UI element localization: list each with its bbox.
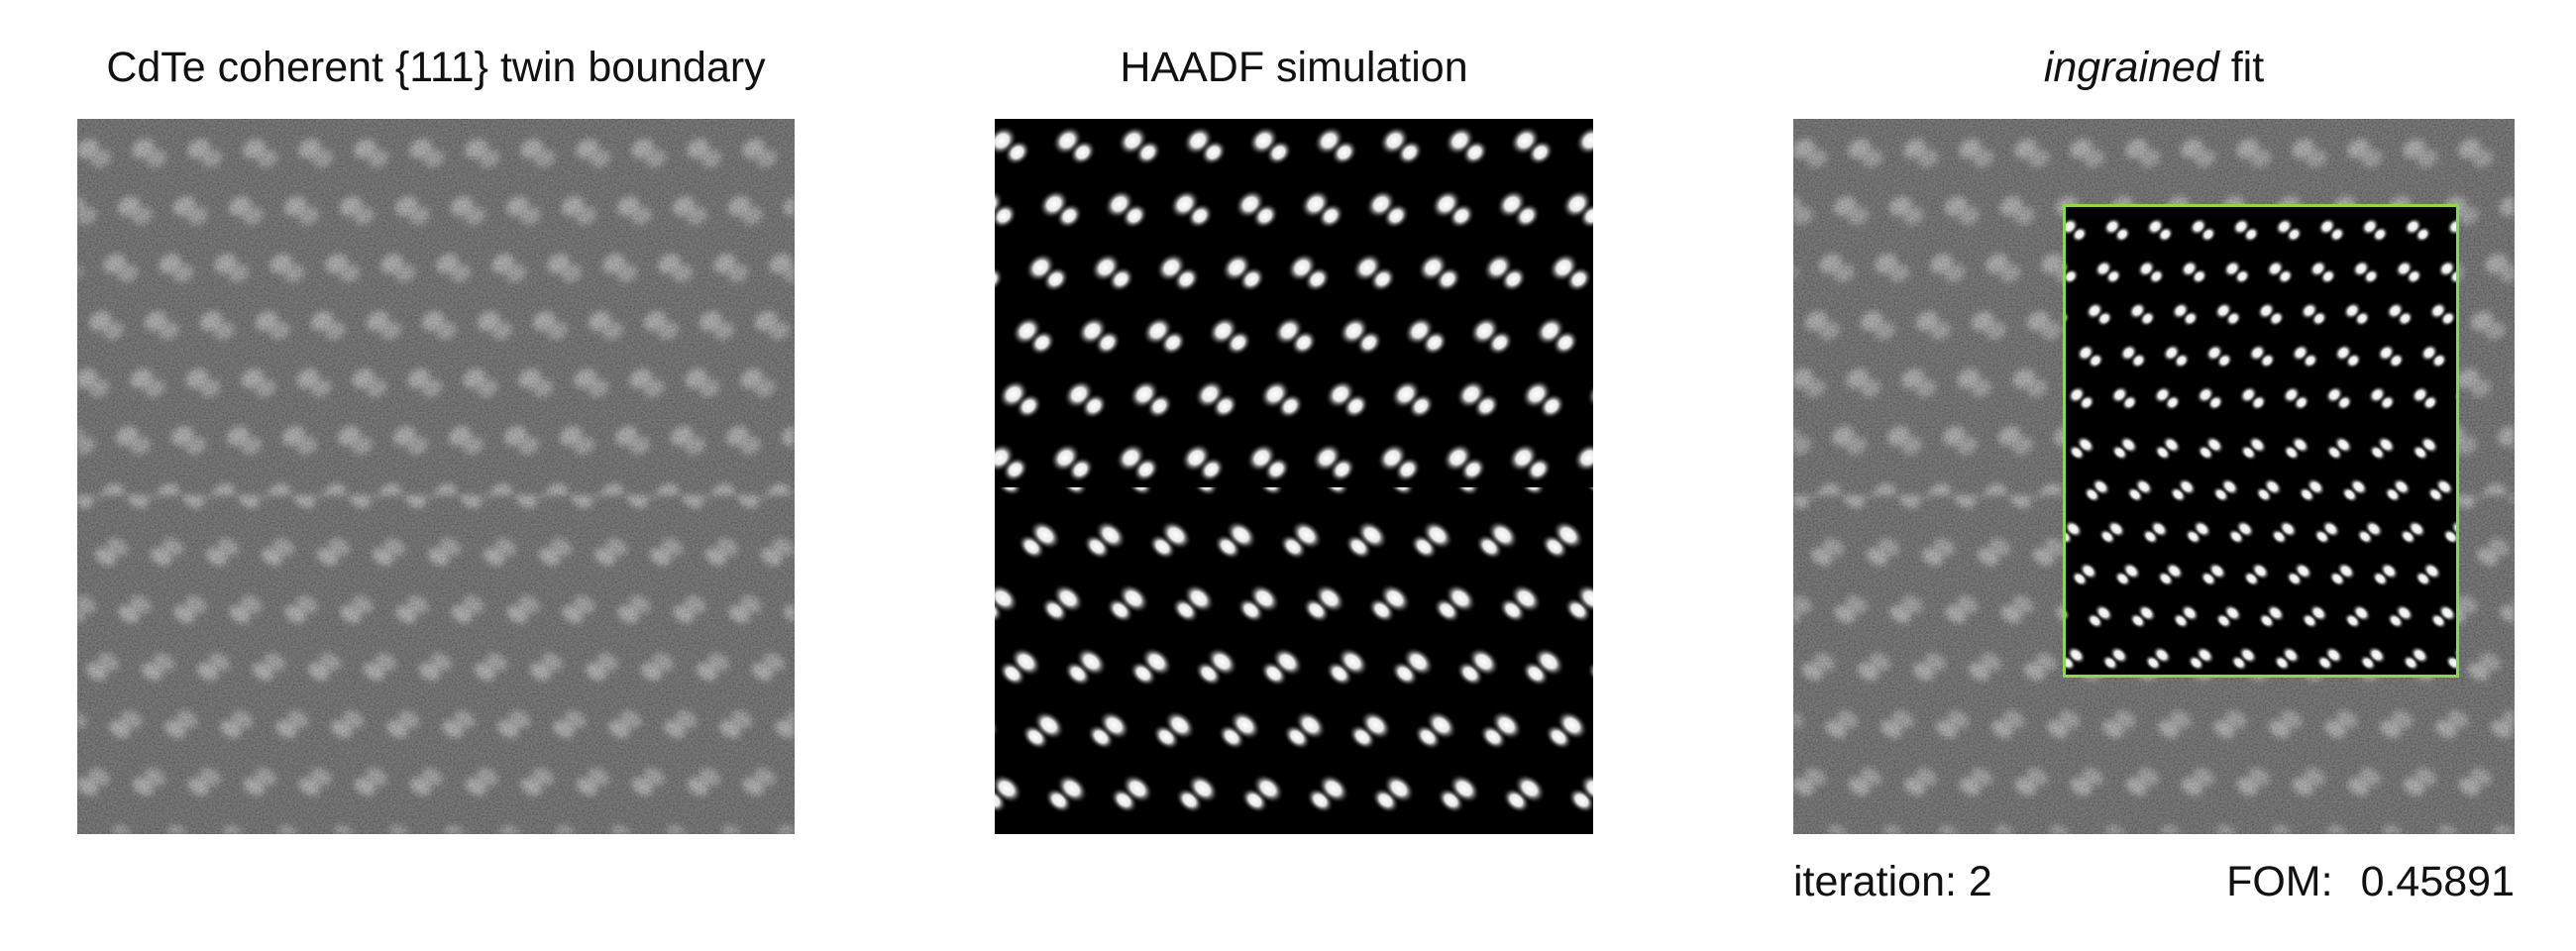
fom-label: FOM:	[2226, 858, 2333, 905]
fit-image-title: ingrained fit	[1793, 40, 2515, 95]
haadf-simulation-image	[995, 119, 1593, 834]
simulation-image-title: HAADF simulation	[1120, 44, 1468, 91]
iteration-readout: iteration: 2	[1793, 858, 1992, 905]
experimental-image-svg	[77, 119, 795, 834]
fit-title-italic: ingrained	[2043, 44, 2219, 91]
fit-title-rest: fit	[2218, 44, 2265, 91]
fom-value: 0.45891	[2360, 858, 2515, 905]
fom-readout: FOM: 0.45891	[2174, 854, 2515, 909]
fit-region-box	[2063, 204, 2459, 678]
experimental-stem-image	[77, 119, 795, 834]
fit-simulation-svg	[2066, 207, 2456, 675]
fit-overlay-image	[1793, 119, 2515, 834]
experimental-image-title: CdTe coherent {111} twin boundary	[106, 44, 766, 91]
simulation-image-svg	[995, 119, 1593, 834]
